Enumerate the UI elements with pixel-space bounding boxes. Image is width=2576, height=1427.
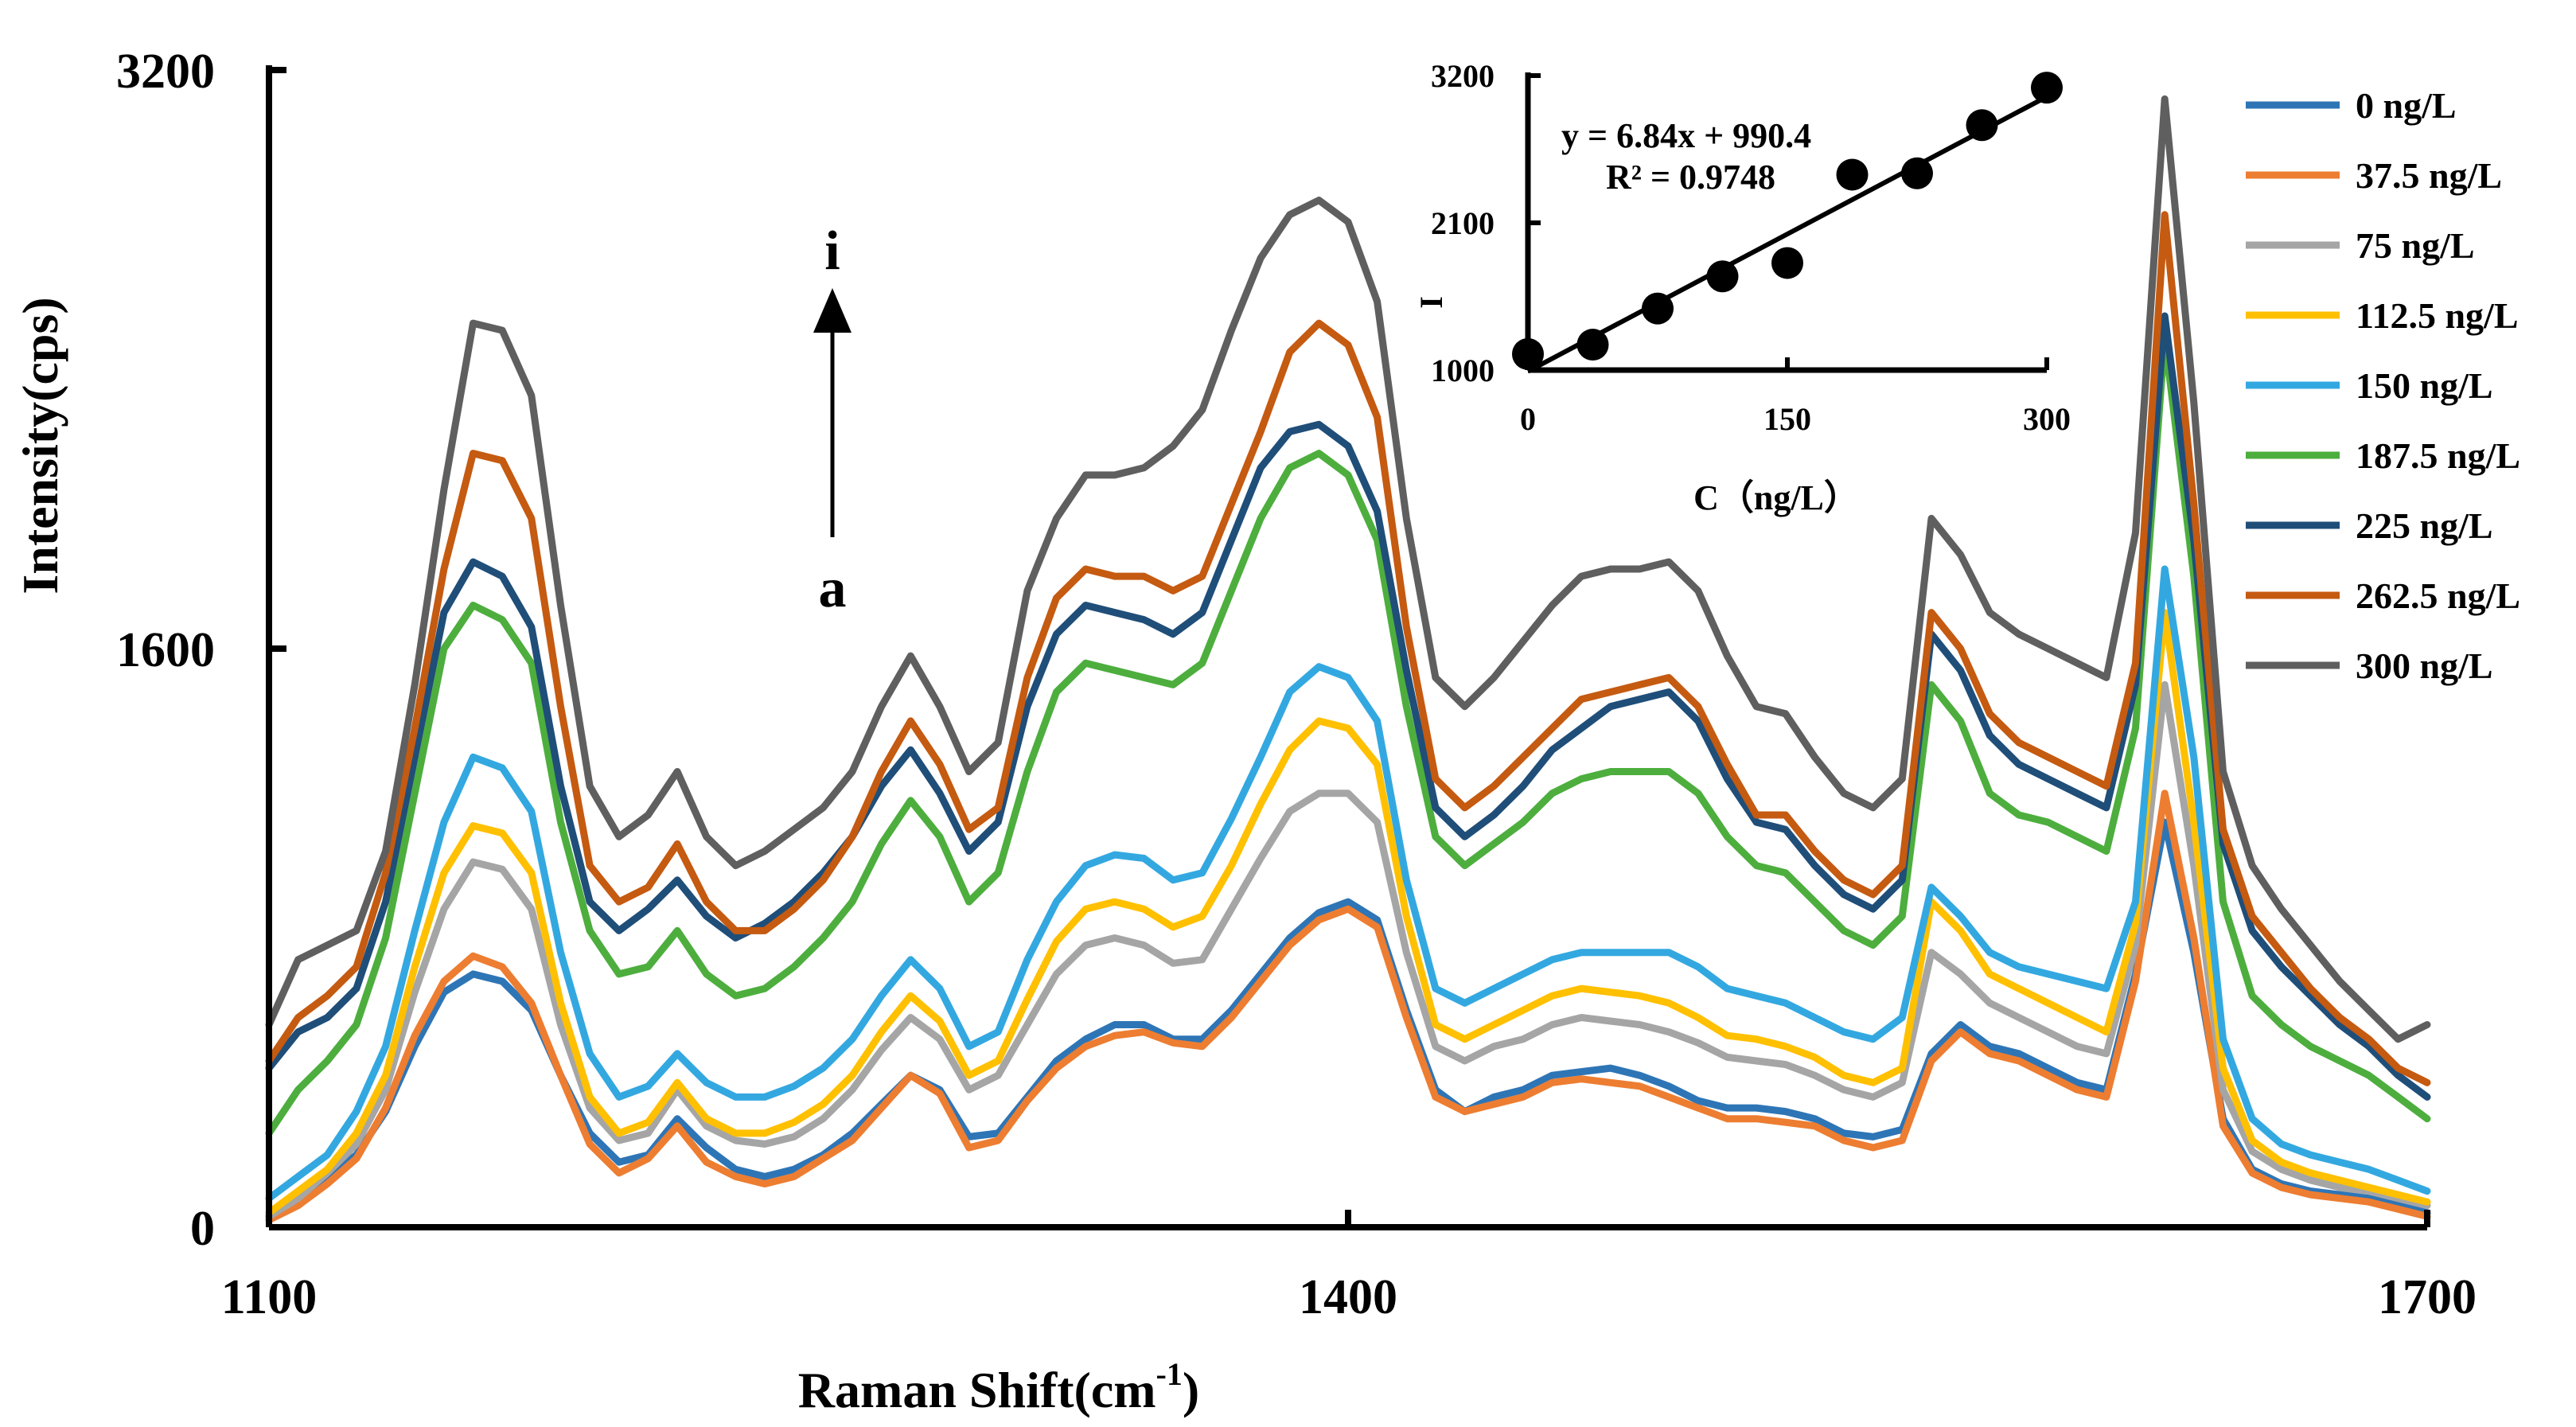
legend-label-4: 150 ng/L — [2356, 365, 2493, 406]
inset-tick-labels: 1000 2100 3200 0 150 300 — [1431, 58, 2071, 437]
inset-point-6 — [1901, 157, 1933, 189]
inset-point-1 — [1576, 329, 1609, 361]
arrow-head — [813, 288, 852, 333]
arrow-label-top: i — [824, 220, 840, 282]
inset-x-tick-label: 0 — [1520, 401, 1536, 437]
legend-label-7: 262.5 ng/L — [2356, 575, 2520, 616]
inset-x-label: C（ng/L） — [1693, 478, 1859, 517]
spectra-lines — [265, 95, 2431, 1224]
x-axis-label: Raman Shift(cm-1) — [798, 1356, 1199, 1418]
inset-y-label: I — [1413, 296, 1449, 309]
y-tick-label: 3200 — [116, 45, 215, 99]
legend-label-8: 300 ng/L — [2356, 645, 2493, 686]
x-tick-label: 1700 — [2378, 1270, 2477, 1324]
x-tick-label: 1100 — [221, 1270, 318, 1324]
y-axis-label: Intensity(cps) — [12, 297, 68, 594]
series-line-3 — [265, 609, 2431, 1217]
fit-r2: R² = 0.9748 — [1606, 158, 1775, 197]
series-line-7 — [265, 211, 2431, 1086]
inset-y-tick-label: 1000 — [1431, 353, 1495, 388]
main-axes — [266, 65, 2430, 1230]
arrow-label-bottom: a — [819, 558, 847, 619]
x-axis-label-tail: ) — [1183, 1362, 1199, 1418]
y-tick-label: 0 — [190, 1202, 215, 1256]
series-line-4 — [265, 565, 2431, 1203]
inset-y-tick-label: 2100 — [1431, 205, 1495, 241]
legend-label-1: 37.5 ng/L — [2356, 155, 2502, 196]
series-line-0 — [265, 818, 2431, 1220]
series-line-8 — [265, 95, 2431, 1043]
x-tick-label: 1400 — [1299, 1270, 1397, 1324]
inset-points — [1512, 72, 2063, 370]
legend-label-2: 75 ng/L — [2356, 225, 2475, 266]
series-line-6 — [265, 312, 2431, 1101]
legend: 0 ng/L 37.5 ng/L 75 ng/L 112.5 ng/L 150 ng/L… — [2246, 85, 2520, 686]
fit-line — [1526, 94, 2048, 374]
legend-label-0: 0 ng/L — [2356, 85, 2457, 126]
legend-label-5: 187.5 ng/L — [2356, 435, 2520, 476]
series-line-1 — [265, 790, 2431, 1224]
main-plot: 0 1600 3200 1100 1400 1700 Intensity(cps) Ram… — [12, 45, 2477, 1418]
legend-label-3: 112.5 ng/L — [2356, 295, 2519, 336]
inset-point-5 — [1836, 158, 1869, 191]
calibration-inset: 1000 2100 3200 0 150 300 y = 6.84x + 990.4 R²… — [1413, 58, 2071, 517]
x-axis-label-sup: -1 — [1156, 1356, 1183, 1392]
inset-y-tick-label: 3200 — [1431, 58, 1495, 94]
y-tick-label: 1600 — [116, 623, 215, 677]
inset-point-4 — [1771, 247, 1803, 279]
inset-x-tick-label: 300 — [2023, 401, 2071, 437]
inset-point-0 — [1512, 337, 1544, 370]
inset-x-tick-label: 150 — [1763, 401, 1811, 437]
legend-label-6: 225 ng/L — [2356, 505, 2493, 546]
inset-point-7 — [1966, 109, 1998, 142]
inset-point-3 — [1706, 260, 1739, 293]
series-line-5 — [265, 333, 2431, 1137]
inset-point-8 — [2031, 72, 2063, 104]
series-line-2 — [265, 680, 2431, 1220]
x-axis-label-main: Raman Shift(cm — [798, 1362, 1156, 1418]
inset-point-2 — [1642, 292, 1674, 325]
trend-arrow: i a — [813, 220, 852, 619]
main-tick-labels: 0 1600 3200 1100 1400 1700 — [116, 45, 2477, 1324]
fit-equation: y = 6.84x + 990.4 — [1561, 116, 1811, 155]
